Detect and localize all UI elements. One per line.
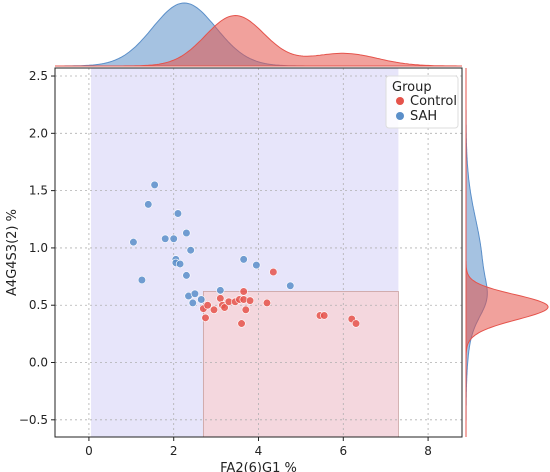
point-control — [262, 298, 272, 308]
legend-box — [385, 75, 459, 129]
point-control — [201, 313, 210, 322]
point-control — [269, 267, 278, 277]
point-sah — [169, 234, 178, 243]
y-axis-ticks: −0.5 0.0 0.5 1.0 1.5 2.0 2.5 — [19, 69, 55, 427]
point-sah — [161, 234, 170, 243]
point-control — [209, 305, 219, 314]
point-control — [216, 294, 225, 303]
point-control — [351, 319, 361, 328]
y-tick-label: 1.0 — [29, 241, 48, 255]
point-sah — [197, 295, 206, 304]
y-tick-label: 0.0 — [29, 356, 48, 370]
point-sah — [137, 275, 147, 285]
point-sah — [239, 255, 248, 264]
density-y-control — [465, 68, 549, 437]
density-x-control — [55, 14, 462, 67]
legend-marker-sah — [396, 112, 404, 120]
point-control — [245, 296, 255, 305]
legend-title: Group — [392, 80, 432, 95]
x-tick-label: 0 — [85, 444, 93, 458]
point-control — [320, 311, 329, 320]
scatter-points — [129, 180, 361, 328]
point-sah — [186, 246, 195, 255]
x-tick-label: 6 — [339, 444, 347, 458]
legend-label-sah: SAH — [410, 109, 437, 124]
point-control — [237, 319, 246, 328]
y-tick-label: 2.5 — [29, 69, 48, 83]
shaded-regions — [91, 68, 399, 438]
y-tick-label: 0.5 — [29, 298, 48, 312]
x-axis-label: FA2(6)G1 % — [220, 461, 297, 472]
marginal-x-density — [55, 2, 462, 67]
y-tick-label: −0.5 — [19, 413, 48, 427]
point-sah — [190, 289, 200, 298]
y-tick-label: 2.0 — [29, 126, 48, 140]
y-tick-label: 1.5 — [29, 184, 48, 198]
point-sah — [286, 281, 295, 290]
point-sah — [150, 180, 159, 189]
region-1 — [202, 291, 399, 438]
x-axis-ticks: 0 2 4 6 8 — [85, 437, 432, 458]
point-sah — [144, 200, 153, 209]
point-control — [220, 303, 229, 312]
x-tick-label: 2 — [170, 444, 178, 458]
point-sah — [175, 259, 185, 269]
density-y-sah — [465, 68, 488, 437]
point-sah — [252, 261, 261, 270]
legend-marker-control — [396, 97, 404, 105]
point-control — [241, 305, 250, 314]
grid-lines — [55, 68, 462, 437]
point-sah — [216, 286, 225, 295]
y-axis-label: A4G4S3(2) % — [5, 209, 20, 296]
point-control — [239, 287, 248, 296]
x-tick-label: 8 — [424, 444, 432, 458]
legend-label-control: Control — [410, 94, 457, 109]
x-tick-label: 4 — [255, 444, 263, 458]
point-sah — [173, 209, 183, 218]
point-control — [203, 301, 212, 310]
main-plot-area: 0 2 4 6 8 −0.5 0.0 0.5 1.0 1.5 2.0 2.5 — [19, 67, 463, 458]
marginal-y-density — [465, 68, 549, 437]
point-sah — [182, 271, 191, 280]
point-sah — [188, 298, 197, 308]
point-sah — [182, 228, 191, 238]
point-sah — [129, 238, 138, 247]
